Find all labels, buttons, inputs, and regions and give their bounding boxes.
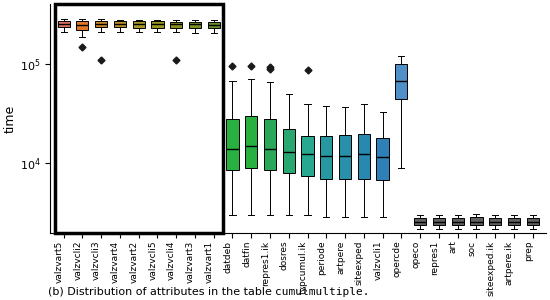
PathPatch shape	[320, 136, 332, 179]
PathPatch shape	[433, 218, 445, 225]
PathPatch shape	[489, 218, 501, 225]
PathPatch shape	[414, 218, 426, 225]
PathPatch shape	[227, 119, 239, 170]
Text: cumulmultiple.: cumulmultiple.	[275, 287, 370, 297]
Y-axis label: time: time	[4, 104, 17, 133]
PathPatch shape	[264, 119, 276, 170]
PathPatch shape	[339, 135, 351, 179]
PathPatch shape	[377, 138, 389, 180]
PathPatch shape	[452, 218, 464, 225]
PathPatch shape	[170, 22, 182, 28]
Text: (b) Distribution of attributes in the table: (b) Distribution of attributes in the ta…	[48, 287, 275, 297]
PathPatch shape	[95, 21, 107, 27]
PathPatch shape	[526, 218, 539, 225]
PathPatch shape	[283, 129, 295, 173]
PathPatch shape	[133, 22, 145, 28]
PathPatch shape	[189, 22, 201, 28]
PathPatch shape	[58, 21, 70, 27]
PathPatch shape	[508, 218, 520, 225]
PathPatch shape	[151, 22, 163, 28]
PathPatch shape	[358, 134, 370, 179]
PathPatch shape	[207, 22, 220, 28]
PathPatch shape	[245, 116, 257, 168]
PathPatch shape	[470, 217, 482, 225]
PathPatch shape	[395, 64, 408, 98]
PathPatch shape	[76, 22, 89, 30]
PathPatch shape	[114, 22, 126, 27]
PathPatch shape	[301, 136, 314, 176]
